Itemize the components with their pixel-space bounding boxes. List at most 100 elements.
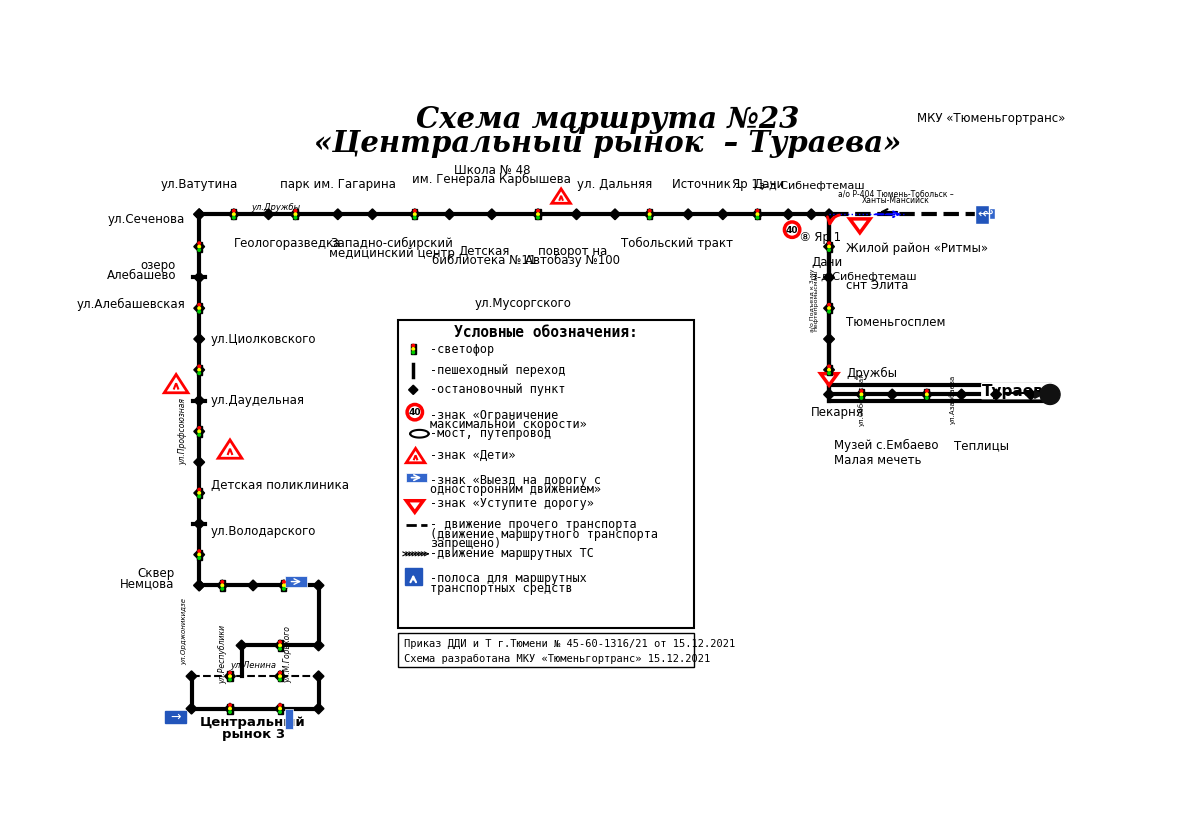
Text: Школа № 48: Школа № 48 [454,165,530,177]
Circle shape [412,348,414,350]
Bar [164,711,186,723]
Text: Сквер: Сквер [137,568,174,580]
Text: -мост, путепровод: -мост, путепровод [431,427,551,441]
Circle shape [233,210,235,212]
Text: з-д Сибнефтемаш: з-д Сибнефтемаш [758,181,864,191]
Text: им. Генерала Карбышева: им. Генерала Карбышева [413,173,571,186]
Text: Жилой район «Ритмы»: Жилой район «Ритмы» [846,242,988,256]
Circle shape [785,222,800,237]
Text: Малая мечеть: Малая мечеть [834,454,922,467]
Text: Тюменьгосплем: Тюменьгосплем [846,315,946,329]
Polygon shape [718,209,728,220]
Circle shape [278,704,281,706]
Circle shape [198,245,200,248]
Polygon shape [823,303,834,314]
Text: озеро: озеро [140,259,176,273]
Circle shape [221,581,223,584]
Bar [281,580,287,590]
Text: ул.Володарского: ул.Володарского [211,525,316,538]
Text: Приказ ДДИ и Т г.Тюмени № 45-60-1316/21 от 15.12.2021
Схема разработана МКУ «Тюм: Приказ ДДИ и Т г.Тюмени № 45-60-1316/21 … [404,640,736,665]
Bar [413,209,418,219]
Polygon shape [194,580,204,591]
Circle shape [536,213,539,216]
Circle shape [198,242,200,244]
Polygon shape [991,389,1002,400]
Polygon shape [194,209,204,220]
Text: (движение маршрутного транспорта: (движение маршрутного транспорта [431,528,659,541]
Circle shape [414,217,416,219]
Bar [197,242,202,252]
Text: Геологоразведка: Геологоразведка [234,237,342,250]
Polygon shape [823,364,834,375]
Polygon shape [236,640,247,651]
Circle shape [828,369,830,371]
Bar [286,709,293,729]
Text: Тураева: Тураева [982,384,1054,399]
Circle shape [294,210,296,212]
Text: ул.Профсоюзная: ул.Профсоюзная [178,398,187,465]
Text: -движение маршрутных ТС: -движение маршрутных ТС [431,548,594,560]
Polygon shape [194,334,204,344]
Circle shape [198,550,200,553]
Circle shape [278,641,281,644]
Bar [197,426,202,436]
Polygon shape [823,242,834,252]
Text: ул.Мусоргского: ул.Мусоргского [474,297,571,309]
Polygon shape [247,580,258,591]
Polygon shape [407,448,425,463]
Circle shape [828,249,830,252]
Text: парк им. Гагарина: парк им. Гагарина [280,178,396,191]
Text: Центральный: Центральный [200,716,306,729]
Text: ул.Дружбы: ул.Дружбы [252,203,301,212]
Circle shape [828,242,830,244]
Polygon shape [486,209,497,220]
Circle shape [229,671,232,674]
Text: Автобазу №100: Автобазу №100 [526,254,620,268]
Circle shape [198,557,200,559]
Text: ↩: ↩ [982,206,992,221]
Polygon shape [313,580,324,591]
Text: МКУ «Тюменьгортранс»: МКУ «Тюменьгортранс» [917,112,1066,125]
Text: поворот на: поворот на [538,245,607,258]
Circle shape [278,675,281,677]
Polygon shape [1026,389,1036,400]
Circle shape [198,488,200,491]
Text: ул.Ватутина: ул.Ватутина [161,178,238,191]
Circle shape [278,645,281,647]
Text: а/о Подъезд к 3-му: а/о Подъезд к 3-му [810,268,815,332]
Polygon shape [407,501,424,512]
Bar [827,242,832,252]
Circle shape [278,671,281,674]
Circle shape [860,390,863,392]
Circle shape [198,492,200,494]
Text: ↩: ↩ [977,208,988,221]
Circle shape [414,213,416,216]
Text: Теплицы: Теплицы [954,439,1009,451]
Text: Тобольский тракт: Тобольский тракт [620,237,732,251]
Circle shape [229,704,232,706]
Circle shape [828,372,830,375]
Text: -знак «Ограничение: -знак «Ограничение [431,409,558,422]
Polygon shape [922,389,932,400]
Circle shape [229,711,232,713]
Polygon shape [194,456,204,467]
Circle shape [278,678,281,681]
Polygon shape [823,272,834,283]
Text: транспортных средств: транспортных средств [431,582,572,594]
Bar [293,209,298,219]
Text: ул.Орджоникидзе: ул.Орджоникидзе [181,598,187,665]
Circle shape [925,390,928,392]
Polygon shape [332,209,343,220]
Circle shape [198,426,200,430]
Bar [286,576,307,587]
Text: Схема маршрута №23: Схема маршрута №23 [415,105,799,134]
Text: Дачи: Дачи [811,256,842,268]
Text: библиотека №11: библиотека №11 [432,254,536,268]
Polygon shape [186,670,197,681]
Bar [197,549,202,560]
Text: односторонним движением»: односторонним движением» [431,483,601,496]
Circle shape [412,344,414,347]
Circle shape [198,369,200,371]
Bar [976,205,989,223]
Text: ул.М.Горького: ул.М.Горького [283,626,293,683]
